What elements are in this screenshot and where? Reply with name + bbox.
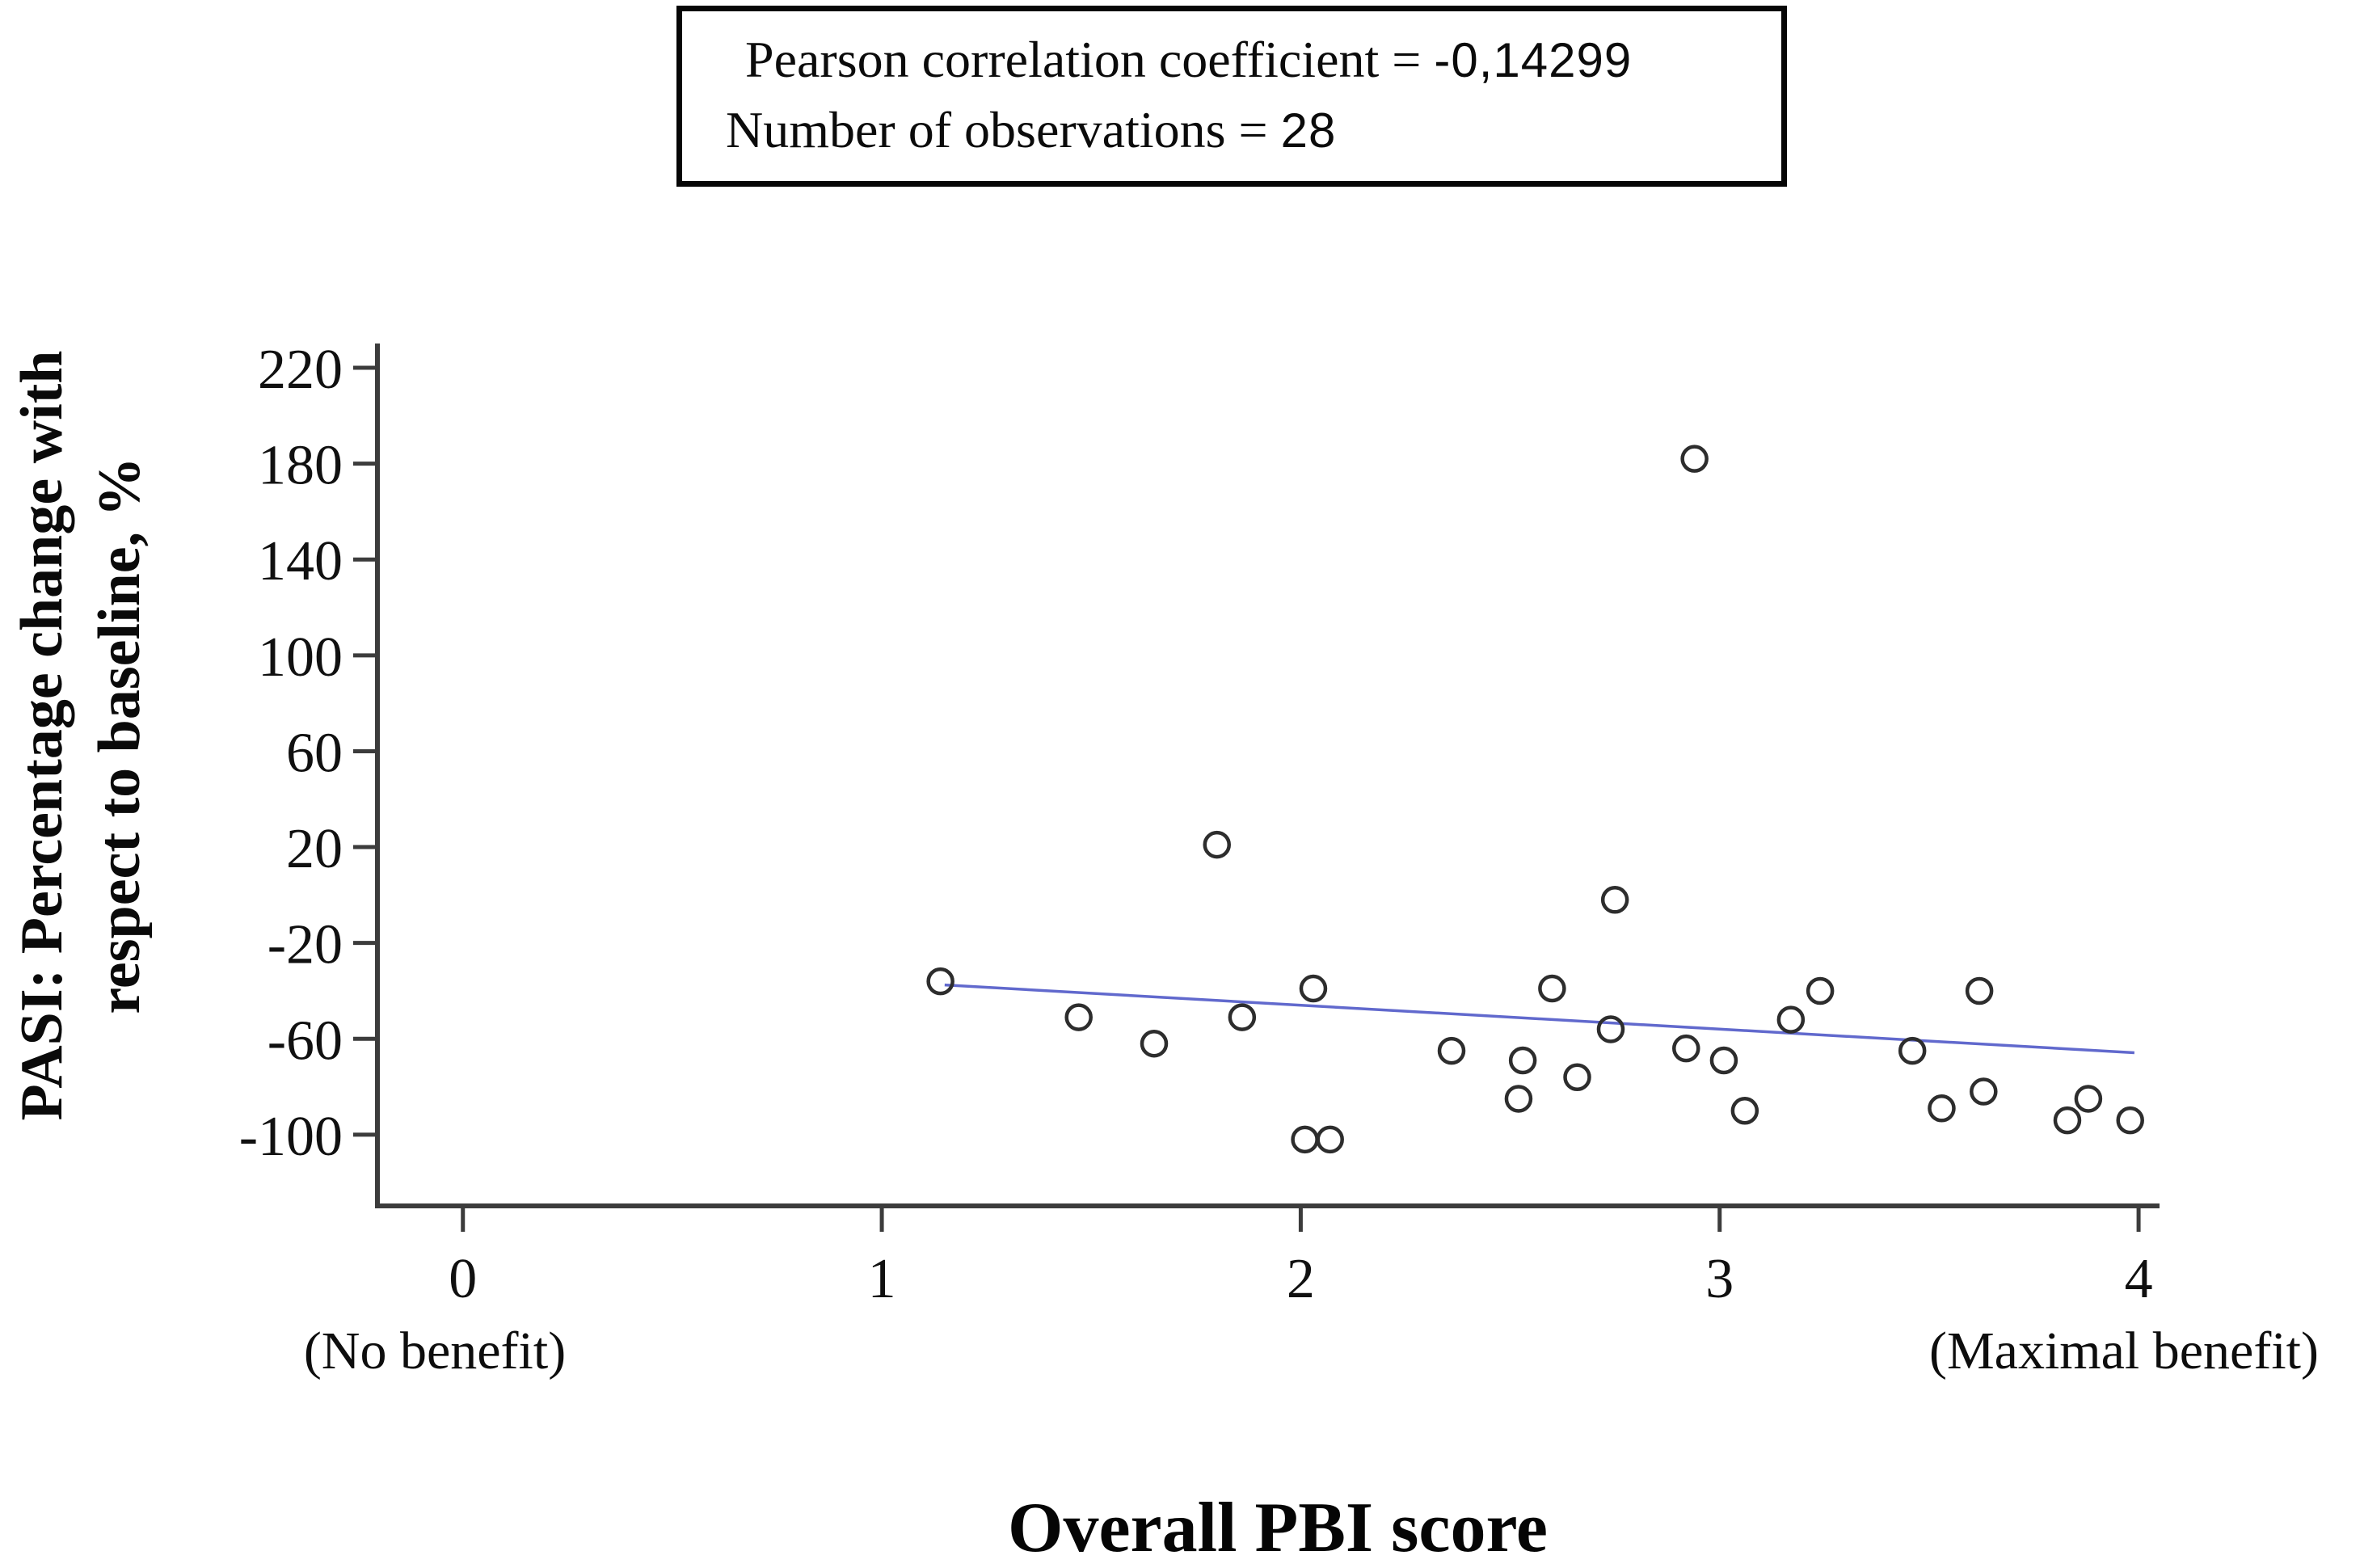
data-point xyxy=(2116,1106,2144,1135)
pearson-correlation-label: Pearson correlation coefficient = xyxy=(745,31,1422,88)
data-point xyxy=(1291,1125,1319,1154)
data-point xyxy=(1437,1036,1466,1065)
y-tick-label: 60 xyxy=(286,722,343,784)
y-tick-label: 20 xyxy=(286,818,343,880)
data-point xyxy=(1680,445,1709,473)
y-tick-label: 220 xyxy=(258,339,343,401)
observations-line: Number of observations = 28 xyxy=(726,96,1781,165)
data-point xyxy=(1508,1046,1537,1075)
data-point xyxy=(1228,1003,1257,1031)
x-axis-title: Overall PBI score xyxy=(1008,1489,1548,1567)
data-point xyxy=(1806,976,1835,1005)
data-point xyxy=(1299,974,1328,1003)
data-point xyxy=(1504,1085,1533,1113)
data-point xyxy=(1064,1003,1093,1031)
data-point xyxy=(1709,1046,1738,1075)
x-annotation-maximal-benefit: (Maximal benefit) xyxy=(1929,1321,2319,1380)
data-point xyxy=(2074,1085,2103,1113)
y-tick-label: 100 xyxy=(258,626,343,689)
pearson-correlation-value: -0,14299 xyxy=(1434,33,1633,87)
data-point xyxy=(1538,974,1566,1003)
x-tick-label: 1 xyxy=(868,1248,896,1310)
x-tick-label: 2 xyxy=(1287,1248,1315,1310)
data-point xyxy=(1970,1077,1998,1106)
stats-box: Pearson correlation coefficient = -0,142… xyxy=(676,6,1787,187)
data-point xyxy=(1898,1036,1927,1065)
data-point xyxy=(1563,1063,1591,1092)
data-point xyxy=(1140,1029,1169,1058)
y-tick-label: -60 xyxy=(268,1010,343,1072)
data-point xyxy=(1203,830,1231,859)
trend-line xyxy=(944,983,2134,1055)
x-tick-label: 3 xyxy=(1705,1248,1734,1310)
data-point xyxy=(1965,976,1994,1005)
y-tick-label: 140 xyxy=(258,530,343,592)
data-point xyxy=(1928,1094,1956,1123)
data-point xyxy=(1776,1005,1806,1034)
y-tick-label: -20 xyxy=(268,914,343,976)
data-point xyxy=(1730,1097,1759,1125)
x-tick-label: 4 xyxy=(2125,1248,2153,1310)
data-point xyxy=(926,967,954,996)
data-point xyxy=(1672,1034,1700,1063)
x-tick-label: 0 xyxy=(449,1248,477,1310)
data-point xyxy=(1316,1125,1344,1154)
observations-label: Number of observations = xyxy=(726,101,1268,158)
data-point xyxy=(2053,1106,2082,1135)
x-annotation-no-benefit: (No benefit) xyxy=(303,1321,567,1380)
y-tick-label: -100 xyxy=(239,1106,343,1168)
y-tick-label: 180 xyxy=(258,435,343,497)
data-point xyxy=(1600,886,1629,914)
pearson-correlation-line: Pearson correlation coefficient = -0,142… xyxy=(745,26,1781,95)
data-point xyxy=(1596,1015,1625,1043)
observations-value: 28 xyxy=(1280,103,1337,158)
